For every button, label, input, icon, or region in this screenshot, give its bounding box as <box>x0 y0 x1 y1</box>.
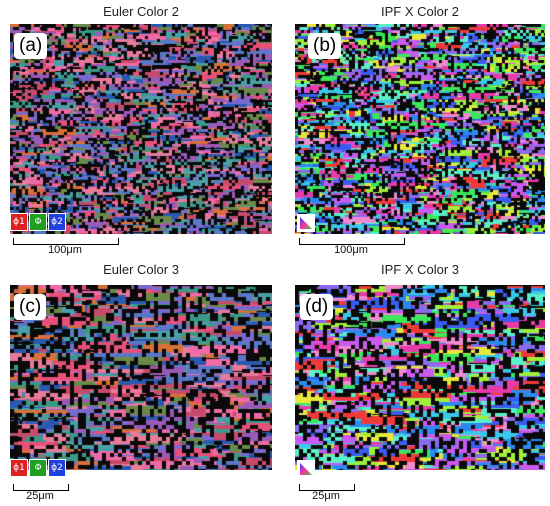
panel-c-label: (c) <box>14 294 47 320</box>
scale-label-a: 100μm <box>48 244 82 256</box>
euler-legend-a: ϕ1 Φ ϕ2 <box>10 213 66 231</box>
panel-a-title: Euler Color 2 <box>103 4 179 19</box>
phi1-legend-icon: ϕ1 <box>10 213 28 231</box>
ipf-color-map-b <box>295 24 545 234</box>
scale-bar-b <box>299 238 405 245</box>
panel-d-title: IPF X Color 3 <box>380 262 460 277</box>
panel-d-label: (d) <box>300 294 334 320</box>
euler-color-map-c <box>10 285 272 470</box>
scale-label-d: 25μm <box>312 490 340 502</box>
phi1-legend-icon: ϕ1 <box>10 459 28 477</box>
euler-color-map-a <box>10 24 272 234</box>
scale-bar-c <box>13 484 69 491</box>
Phi-legend-icon: Φ <box>29 459 47 477</box>
panel-b-label: (b) <box>308 33 342 59</box>
panel-a-label: (a) <box>14 33 48 59</box>
Phi-legend-icon: Φ <box>29 213 47 231</box>
scale-bar-d <box>299 484 355 491</box>
ipf-color-map-d <box>295 285 545 470</box>
phi2-legend-icon: ϕ2 <box>48 213 66 231</box>
ipf-triangle-icon <box>297 214 315 232</box>
scale-label-c: 25μm <box>26 490 54 502</box>
euler-legend-c: ϕ1 Φ ϕ2 <box>10 459 66 477</box>
ipf-triangle-icon <box>297 460 315 478</box>
scale-label-b: 100μm <box>334 244 368 256</box>
scale-bar-a <box>13 238 119 245</box>
panel-b-title: IPF X Color 2 <box>380 4 460 19</box>
phi2-legend-icon: ϕ2 <box>48 459 66 477</box>
panel-c-title: Euler Color 3 <box>103 262 179 277</box>
